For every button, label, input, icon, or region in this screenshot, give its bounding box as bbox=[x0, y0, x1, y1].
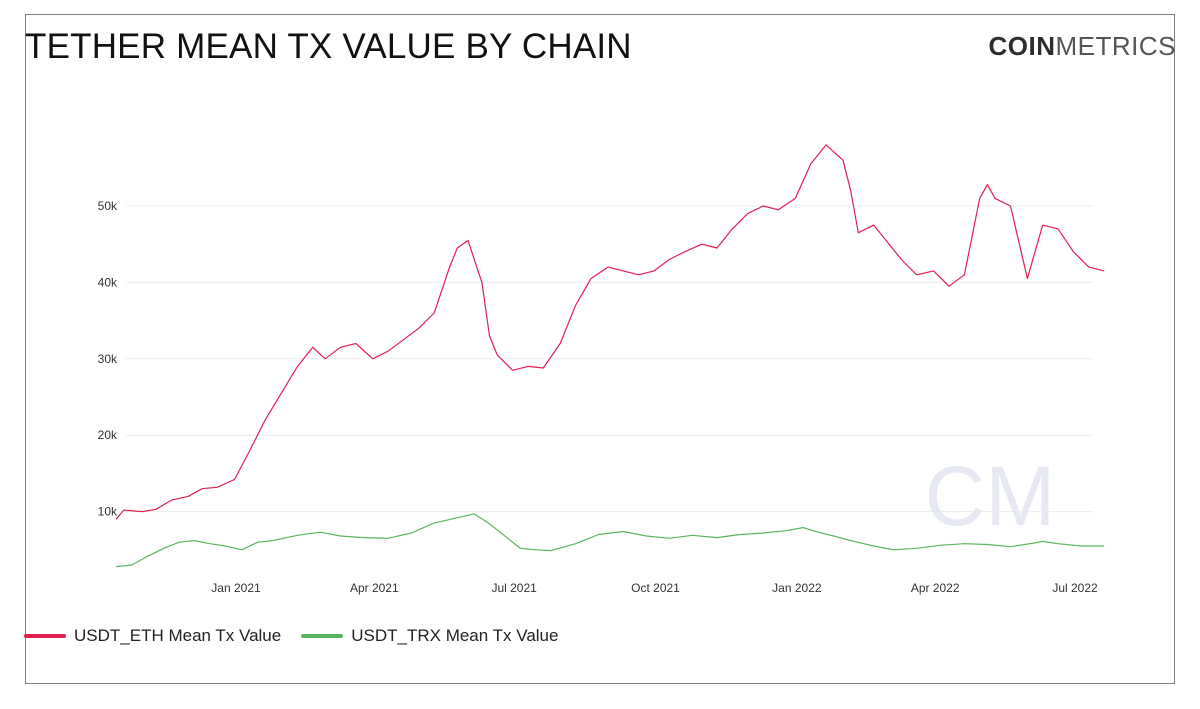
page-title: TETHER MEAN TX VALUE BY CHAIN bbox=[25, 27, 632, 66]
watermark-logo: CM bbox=[925, 449, 1056, 543]
x-tick-label: Oct 2021 bbox=[631, 581, 680, 595]
grid-lines bbox=[126, 205, 1093, 513]
y-tick-label: 50k bbox=[98, 199, 118, 213]
y-tick-label: 20k bbox=[98, 428, 118, 442]
x-tick-label: Apr 2021 bbox=[350, 581, 399, 595]
y-axis-ticks: 10k 20k 30k 40k 50k bbox=[98, 199, 118, 519]
chart-frame bbox=[25, 14, 1175, 684]
legend-swatch-trx bbox=[301, 634, 344, 638]
coinmetrics-logo: COINMETRICS bbox=[989, 31, 1177, 62]
legend-label-trx: USDT_TRX Mean Tx Value bbox=[351, 626, 559, 645]
legend-swatch-eth bbox=[24, 634, 66, 638]
y-tick-label: 10k bbox=[98, 505, 118, 519]
legend-item-eth[interactable]: USDT_ETH Mean Tx Value bbox=[24, 626, 281, 646]
legend-item-trx[interactable]: USDT_TRX Mean Tx Value bbox=[301, 626, 558, 646]
x-tick-label: Jul 2022 bbox=[1052, 581, 1098, 595]
logo-text-light: METRICS bbox=[1055, 31, 1176, 61]
series-line-usdt-trx bbox=[116, 513, 1105, 568]
x-tick-label: Jul 2021 bbox=[491, 581, 537, 595]
x-tick-label: Jan 2021 bbox=[211, 581, 261, 595]
y-tick-label: 30k bbox=[98, 352, 118, 366]
x-tick-label: Jan 2022 bbox=[772, 581, 822, 595]
logo-text-bold: COIN bbox=[988, 31, 1056, 61]
legend: USDT_ETH Mean Tx Value USDT_TRX Mean Tx … bbox=[24, 626, 578, 646]
x-tick-label: Apr 2022 bbox=[911, 581, 960, 595]
legend-label-eth: USDT_ETH Mean Tx Value bbox=[74, 626, 282, 645]
x-axis-ticks: Jan 2021 Apr 2021 Jul 2021 Oct 2021 Jan 2022… bbox=[211, 581, 1098, 595]
series-lines bbox=[115, 144, 1105, 568]
series-line-usdt-eth bbox=[115, 144, 1105, 520]
y-tick-label: 40k bbox=[98, 275, 118, 289]
